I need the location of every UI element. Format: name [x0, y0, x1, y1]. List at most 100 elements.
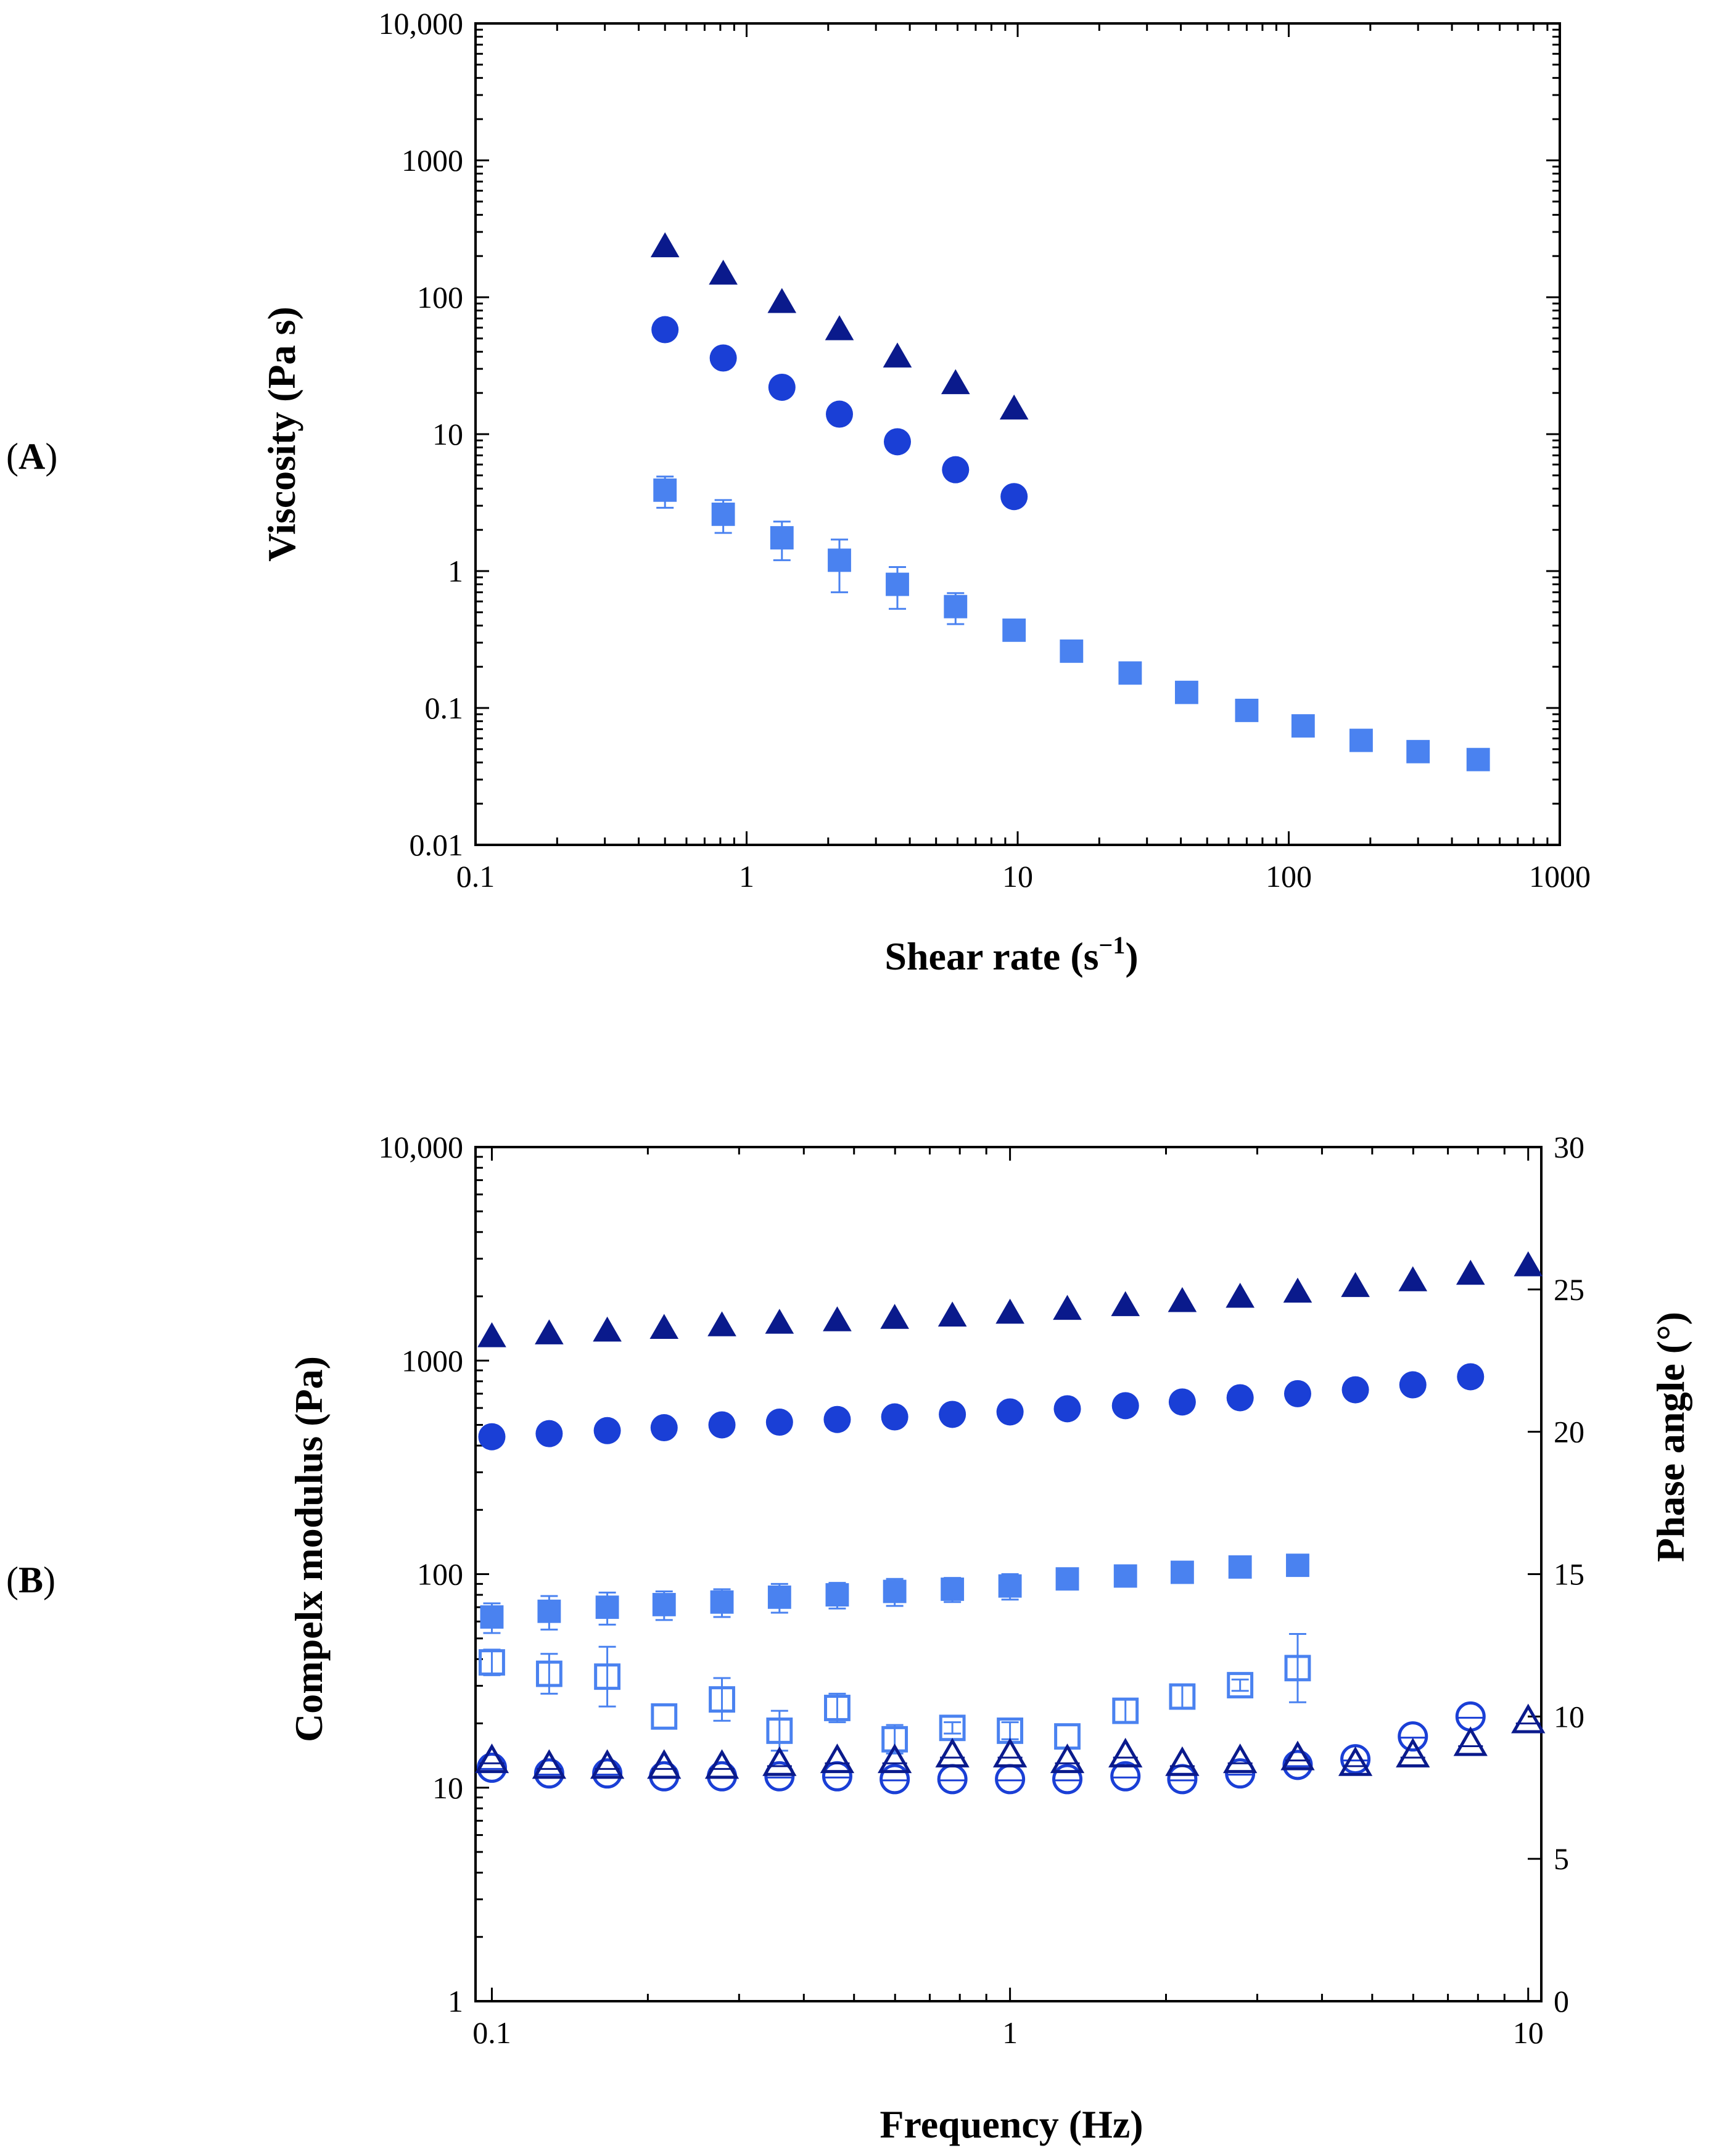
triangle-dark-phase-point	[532, 1749, 567, 1779]
square-light-phase-point	[1284, 1655, 1311, 1682]
panel-a-y-tick-label: 1000	[402, 143, 463, 178]
error-bar	[1288, 1632, 1306, 1703]
triangle-dark-modulus-point	[765, 1309, 794, 1334]
circle-medium-modulus-point	[823, 1405, 851, 1433]
error-bar	[1173, 1684, 1191, 1709]
circle-medium-modulus-point	[478, 1423, 506, 1450]
square-light-modulus-point	[652, 1592, 676, 1616]
panel-b-y-tick-label: 1000	[402, 1343, 463, 1378]
triangle-dark-filled-point	[825, 315, 854, 340]
square-light-filled-point	[1235, 699, 1259, 722]
triangle-dark-phase-point	[704, 1749, 740, 1779]
panel-b-y-tick-label: 10,000	[379, 1130, 464, 1164]
circle-medium-modulus-point	[535, 1420, 563, 1447]
triangle-dark-filled-point	[767, 288, 797, 313]
circle-medium-phase-point	[534, 1758, 564, 1789]
triangle-dark-modulus-point	[593, 1316, 622, 1342]
error-bar	[828, 1692, 846, 1724]
square-light-filled-point	[711, 502, 735, 526]
circle-medium-modulus-point	[996, 1398, 1024, 1426]
panel-a-x-tick-label: 10	[1002, 859, 1033, 894]
circle-medium-modulus-point	[1226, 1384, 1254, 1412]
triangle-dark-modulus-point	[477, 1322, 506, 1348]
circle-medium-filled-point	[942, 456, 970, 483]
panel-b-y2-tick-label: 20	[1554, 1415, 1584, 1449]
square-light-modulus-point	[883, 1579, 907, 1603]
square-light-phase-point	[766, 1717, 793, 1744]
triangle-dark-modulus-point	[937, 1301, 967, 1327]
circle-medium-phase-point	[1167, 1764, 1198, 1795]
square-light-phase-point	[535, 1660, 562, 1687]
square-light-modulus-point	[595, 1595, 619, 1619]
panel-b-ticks: 0.1 1 10 1 10 100 1000 10,000 0 5 10 15 20 25 30	[379, 1130, 1585, 2050]
circle-medium-phase-point	[937, 1764, 968, 1795]
circle-medium-phase-point	[476, 1752, 507, 1783]
panel-b-x-tick-label: 0.1	[472, 2015, 511, 2050]
panel-a-y-axis-title: Viscosity (Pa s)	[260, 307, 303, 562]
square-light-phase-point	[651, 1703, 678, 1730]
panel-a-y-tick-label: 100	[417, 280, 463, 315]
error-bar	[770, 1710, 788, 1752]
square-light-filled-point	[1174, 680, 1198, 704]
panel-a-y-tick-label: 0.01	[410, 828, 464, 862]
triangle-dark-phase-point	[1396, 1737, 1430, 1767]
error-bar	[713, 1677, 731, 1722]
square-light-filled-point	[886, 572, 909, 596]
circle-medium-phase-point	[1398, 1721, 1428, 1752]
triangle-dark-phase-point	[877, 1743, 912, 1774]
triangle-dark-phase-point	[1338, 1746, 1373, 1776]
panel-b-y2-tick-label: 30	[1554, 1130, 1584, 1164]
triangle-dark-modulus-point	[823, 1306, 852, 1331]
panel-b-y2-tick-label: 15	[1554, 1557, 1584, 1592]
panel-a-y-tick-label: 10,000	[379, 6, 464, 41]
error-bar	[1001, 1721, 1019, 1740]
square-light-modulus-point	[1113, 1564, 1137, 1588]
square-light-phase-point	[479, 1649, 505, 1676]
triangle-dark-modulus-point	[1514, 1251, 1543, 1277]
triangle-dark-modulus-point	[1341, 1272, 1370, 1298]
square-light-phase-point	[709, 1686, 735, 1713]
triangle-dark-modulus-point	[1398, 1266, 1428, 1291]
circle-medium-phase-point	[1110, 1761, 1141, 1792]
circle-medium-modulus-point	[1341, 1376, 1369, 1404]
panel-a-y-tick-label: 1	[448, 554, 463, 588]
triangle-dark-modulus-point	[535, 1319, 564, 1344]
triangle-dark-phase-point	[992, 1737, 1028, 1767]
triangle-dark-filled-point	[941, 369, 970, 395]
circle-medium-modulus-point	[1399, 1371, 1427, 1399]
panel-b-label: (B)	[6, 1560, 56, 1600]
circle-medium-modulus-point	[708, 1411, 736, 1439]
error-bar	[540, 1653, 558, 1695]
panel-a-plot-frame	[474, 22, 1561, 846]
circle-medium-phase-point	[995, 1764, 1026, 1795]
circle-medium-modulus-point	[1283, 1380, 1311, 1407]
circle-medium-filled-point	[825, 400, 853, 428]
square-light-phase-point	[594, 1663, 621, 1690]
circle-medium-phase-point	[880, 1764, 910, 1795]
triangle-dark-phase-point	[1280, 1740, 1315, 1771]
triangle-dark-phase-point	[1050, 1743, 1085, 1774]
triangle-dark-phase-point	[1108, 1737, 1143, 1767]
panel-b-y-tick-label: 1	[448, 1984, 463, 2018]
triangle-dark-filled-point	[883, 342, 912, 368]
triangle-dark-phase-point	[935, 1737, 970, 1767]
circle-medium-modulus-point	[1053, 1395, 1081, 1423]
triangle-dark-modulus-point	[649, 1314, 679, 1339]
panel-b-y-tick-label: 10	[432, 1771, 463, 1805]
error-bar	[598, 1645, 616, 1708]
panel-b-x-tick-label: 1	[1002, 2015, 1018, 2050]
square-light-filled-point	[1466, 747, 1490, 771]
square-light-phase-point	[1227, 1672, 1254, 1698]
panel-b-y2-axis-title: Phase angle (°)	[1649, 1312, 1692, 1562]
panel-b-y2-tick-label: 25	[1554, 1272, 1584, 1307]
square-light-filled-point	[1406, 739, 1430, 763]
circle-medium-filled-point	[768, 373, 796, 401]
circle-medium-phase-point	[1052, 1764, 1083, 1795]
triangle-dark-phase-point	[820, 1743, 855, 1774]
square-light-filled-point	[1349, 728, 1373, 752]
panel-a-x-tick-label: 1	[739, 859, 754, 894]
square-light-modulus-point	[1228, 1555, 1252, 1579]
triangle-dark-filled-point	[650, 232, 680, 258]
circle-medium-phase-point	[1340, 1744, 1371, 1775]
